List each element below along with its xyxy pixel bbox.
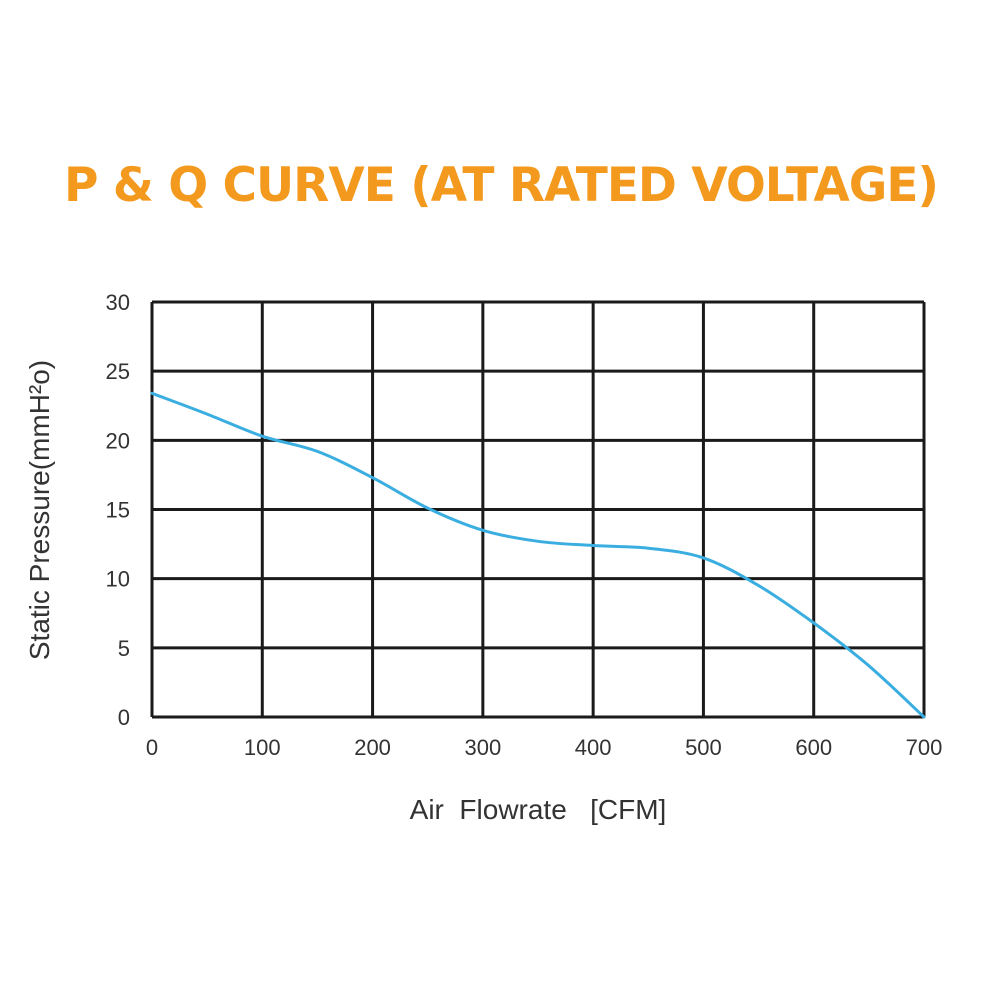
y-tick-label: 0 [118,705,130,730]
x-tick-label: 100 [244,735,281,760]
y-axis-title: Static Pressure(mmH²o) [24,360,55,660]
y-tick-label: 5 [118,636,130,661]
x-tick-label: 0 [146,735,158,760]
x-tick-label: 700 [906,735,943,760]
x-tick-label: 400 [575,735,612,760]
x-tick-label: 500 [685,735,722,760]
x-axis-ticks: 0 100 200 300 400 500 600 700 [146,735,942,760]
chart-title: P & Q CURVE (AT RATED VOLTAGE) [64,158,939,213]
y-tick-label: 20 [106,428,130,453]
y-tick-label: 15 [106,498,130,523]
x-tick-label: 200 [354,735,391,760]
y-axis-ticks: 0 5 10 15 20 25 30 [106,290,130,730]
x-axis-title: Air Flowrate [CFM] [410,794,667,825]
grid [150,300,926,719]
y-tick-label: 10 [106,567,130,592]
y-tick-label: 30 [106,290,130,315]
y-tick-label: 25 [106,359,130,384]
x-tick-label: 300 [464,735,501,760]
pq-curve-line [150,391,926,719]
x-tick-label: 600 [795,735,832,760]
series-layer [150,391,926,719]
